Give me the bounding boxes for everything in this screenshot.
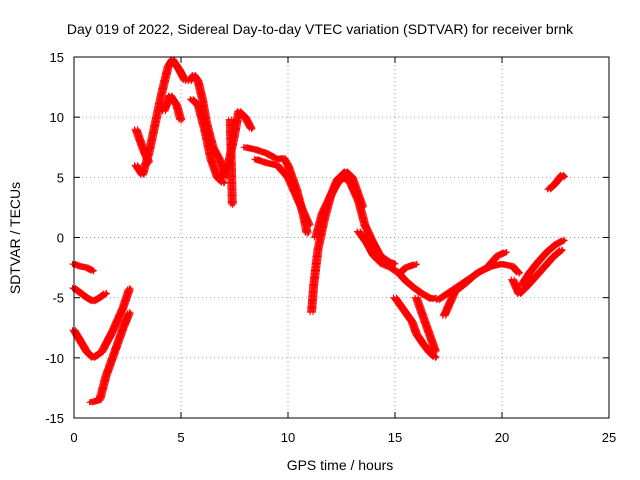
data-point <box>561 174 568 181</box>
data-point <box>220 180 227 187</box>
data-point <box>558 246 565 253</box>
data-point <box>433 354 440 361</box>
data-point <box>432 348 439 355</box>
data-point <box>221 179 228 186</box>
data-point <box>392 260 398 267</box>
x-tick-label: 20 <box>495 430 509 445</box>
data-point <box>413 260 420 267</box>
data-point <box>559 247 566 254</box>
data-point <box>90 268 97 275</box>
data-point <box>229 202 236 209</box>
data-point <box>126 285 133 292</box>
data-point <box>90 267 97 274</box>
data-point <box>127 286 134 293</box>
y-tick-label: 10 <box>50 110 64 125</box>
data-point <box>307 221 314 228</box>
data-point <box>179 116 186 123</box>
axis-ticks: 0 5 10 15 20 25 -15 -10 -5 0 5 10 15 <box>45 50 616 445</box>
y-tick-label: 0 <box>57 231 64 246</box>
data-point <box>178 117 184 124</box>
y-tick-label: -10 <box>45 351 64 366</box>
x-tick-label: 0 <box>70 430 77 445</box>
data-point <box>561 237 568 244</box>
data-point <box>249 125 256 132</box>
y-tick-label: -15 <box>45 411 64 426</box>
y-axis-label: SDTVAR / TECUs <box>7 182 23 294</box>
data-point <box>103 290 110 297</box>
y-tick-label: -5 <box>52 291 64 306</box>
data-point <box>306 222 313 229</box>
x-tick-label: 25 <box>602 430 616 445</box>
data-point <box>230 200 237 207</box>
data-point <box>561 173 568 180</box>
x-tick-label: 15 <box>388 430 402 445</box>
y-tick-label: 15 <box>50 50 64 65</box>
x-axis-label: GPS time / hours <box>287 457 394 473</box>
data-point <box>126 309 133 316</box>
data-point <box>516 270 523 277</box>
chart-title: Day 019 of 2022, Sidereal Day-to-day VTE… <box>67 21 574 37</box>
data-point <box>127 310 134 317</box>
grid-lines <box>74 57 609 418</box>
data-point <box>305 229 312 236</box>
data-point <box>145 159 152 166</box>
data-point <box>516 269 523 276</box>
data-point <box>248 126 255 133</box>
data-points <box>69 56 568 406</box>
data-point <box>561 236 568 243</box>
data-point <box>304 230 311 237</box>
data-point <box>103 289 110 296</box>
data-point <box>146 158 153 165</box>
data-point <box>432 354 439 361</box>
data-point <box>433 347 440 354</box>
x-tick-label: 5 <box>177 430 184 445</box>
data-point <box>503 248 510 255</box>
x-tick-label: 10 <box>281 430 295 445</box>
y-tick-label: 5 <box>57 170 64 185</box>
